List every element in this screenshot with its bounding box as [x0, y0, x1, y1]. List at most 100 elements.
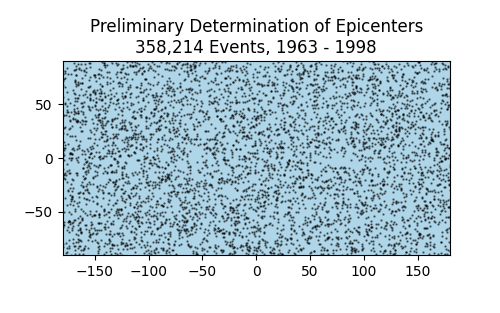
Point	[380, 178, 388, 183]
Point	[124, 85, 132, 90]
Point	[154, 126, 162, 131]
Point	[267, 128, 275, 133]
Point	[364, 187, 372, 192]
Point	[120, 191, 128, 196]
Point	[304, 172, 312, 177]
Point	[414, 106, 422, 111]
Point	[179, 151, 187, 156]
Point	[354, 102, 362, 107]
Point	[417, 135, 425, 140]
Point	[74, 96, 82, 101]
Point	[113, 97, 121, 102]
Point	[230, 80, 237, 85]
Point	[77, 238, 85, 243]
Point	[444, 106, 452, 111]
Point	[140, 244, 148, 249]
Point	[135, 176, 143, 181]
Point	[280, 110, 287, 115]
Point	[74, 145, 82, 150]
Point	[362, 208, 370, 213]
Point	[66, 192, 74, 198]
Point	[331, 75, 339, 80]
Point	[122, 247, 130, 252]
Point	[416, 126, 424, 131]
Point	[98, 220, 106, 225]
Point	[302, 141, 310, 146]
Point	[70, 199, 78, 204]
Point	[440, 148, 448, 153]
Point	[113, 161, 121, 166]
Point	[419, 95, 427, 100]
Point	[134, 69, 142, 74]
Point	[412, 246, 420, 251]
Point	[302, 110, 310, 115]
Point	[388, 118, 396, 123]
Point	[367, 131, 375, 136]
Point	[388, 182, 396, 187]
Point	[92, 239, 100, 244]
Point	[192, 217, 200, 222]
Point	[346, 205, 354, 210]
Point	[251, 95, 259, 100]
Point	[402, 93, 410, 98]
Point	[200, 197, 207, 202]
Point	[170, 91, 178, 96]
Point	[389, 76, 397, 81]
Point	[352, 123, 360, 128]
Point	[276, 146, 284, 151]
Point	[62, 161, 70, 166]
Point	[152, 121, 160, 126]
Point	[204, 129, 212, 134]
Point	[391, 92, 399, 97]
Point	[68, 188, 76, 193]
Point	[254, 228, 262, 233]
Point	[238, 164, 246, 169]
Point	[173, 133, 181, 138]
Point	[82, 184, 90, 189]
Point	[182, 171, 190, 176]
Point	[304, 91, 312, 96]
Point	[212, 108, 220, 113]
Point	[166, 67, 174, 72]
Point	[240, 142, 248, 147]
Point	[286, 235, 294, 240]
Point	[330, 191, 338, 196]
Point	[204, 198, 212, 203]
Point	[388, 135, 396, 140]
Point	[214, 149, 222, 154]
Point	[276, 92, 284, 97]
Point	[292, 85, 300, 90]
Point	[413, 95, 421, 100]
Point	[106, 162, 114, 167]
Point	[152, 201, 160, 206]
Point	[368, 182, 376, 187]
Point	[346, 60, 354, 65]
Point	[158, 174, 166, 179]
Point	[225, 231, 233, 236]
Point	[224, 252, 232, 257]
Point	[362, 215, 370, 220]
Point	[160, 137, 168, 142]
Point	[306, 155, 314, 160]
Point	[112, 211, 120, 216]
Point	[373, 232, 381, 237]
Point	[72, 208, 80, 213]
Point	[326, 154, 334, 159]
Point	[208, 59, 216, 64]
Point	[355, 157, 363, 162]
Point	[128, 170, 136, 175]
Point	[298, 183, 306, 188]
Point	[246, 245, 254, 250]
Point	[274, 101, 282, 106]
Point	[350, 238, 358, 243]
Point	[204, 116, 212, 121]
Point	[422, 203, 430, 208]
Point	[320, 202, 328, 207]
Point	[150, 110, 158, 115]
Point	[123, 139, 131, 144]
Point	[310, 160, 318, 165]
Point	[338, 104, 345, 109]
Point	[233, 208, 241, 213]
Point	[426, 164, 434, 169]
Point	[370, 136, 378, 141]
